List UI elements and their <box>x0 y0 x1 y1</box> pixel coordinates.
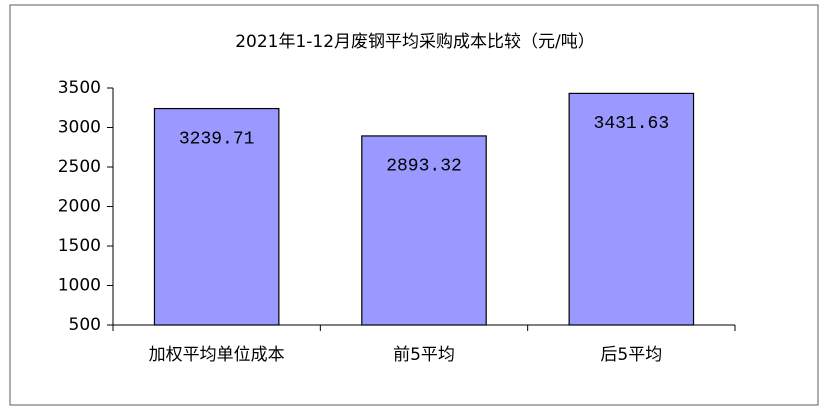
x-tick-label: 加权平均单位成本 <box>149 345 285 365</box>
y-tick-label: 3000 <box>58 118 101 138</box>
value-label: 2893.32 <box>386 157 462 177</box>
y-tick-label: 2000 <box>58 197 101 217</box>
y-tick-label: 1500 <box>58 236 101 256</box>
chart-title: 2021年1-12月废钢平均采购成本比较（元/吨） <box>235 32 595 52</box>
y-tick-label: 3500 <box>58 78 101 98</box>
x-tick-label: 前5平均 <box>393 345 455 365</box>
value-label: 3431.63 <box>594 114 670 134</box>
value-label: 3239.71 <box>179 129 255 149</box>
x-tick-label: 后5平均 <box>600 345 662 365</box>
y-tick-label: 500 <box>69 315 101 335</box>
bar <box>153 107 280 326</box>
y-tick-label: 2500 <box>58 157 101 177</box>
bar <box>361 135 487 326</box>
y-tick-label: 1000 <box>58 276 101 296</box>
bar <box>568 92 695 326</box>
